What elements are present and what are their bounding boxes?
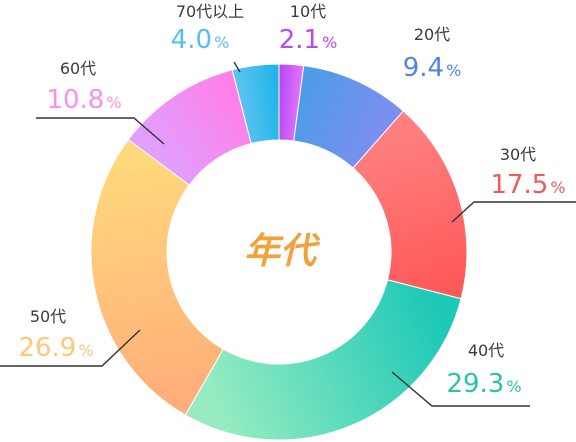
slices-group [90,63,468,441]
category-label-20代: 20代 [414,25,450,44]
leader-line-60代 [36,117,165,145]
slice-40代 [184,279,462,441]
value-label-20代: 9.4% [403,53,462,83]
slice-50代 [90,138,224,416]
value-label-50代: 26.9% [18,333,93,363]
category-label-40代: 40代 [468,341,504,360]
value-label-40代: 29.3% [446,369,521,399]
leader-line-30代 [451,201,576,223]
leader-line-40代 [391,371,530,407]
slice-70代以上 [231,63,280,145]
category-label-70代以上: 70代以上 [176,2,244,21]
value-label-10代: 2.1% [279,25,338,55]
value-label-60代: 10.8% [46,85,121,115]
labels-group: 10代 2.1% 20代 9.4 % 30代 17.5 % 40代 29.3 % 50代 26.9 % 60… [18,2,565,399]
slice-30代 [352,110,468,300]
category-label-30代: 30代 [500,145,536,164]
chart-title: 年代 [244,231,321,272]
category-label-10代: 10代 [290,2,326,21]
leader-line-50代 [0,329,141,367]
value-label-30代: 17.5% [490,170,565,200]
value-label-70代以上: 4.0% [171,25,230,55]
category-label-60代: 60代 [60,59,96,78]
leader-line-70代以上 [233,61,241,73]
category-label-50代: 50代 [30,307,66,326]
leader-lines-group [0,61,576,407]
